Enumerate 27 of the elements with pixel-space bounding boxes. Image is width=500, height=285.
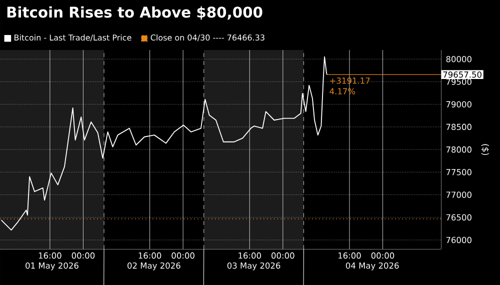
y-tick-label: 79000: [446, 101, 472, 108]
annotation: 79657.50: [443, 71, 482, 78]
x-tick-label: 16:00: [338, 252, 361, 259]
y-tick-label: 77500: [446, 169, 472, 176]
annotation: +3191.17: [330, 78, 370, 84]
y-tick-label: 78500: [446, 124, 472, 130]
band-label: 02 May 2026: [128, 262, 180, 270]
x-tick-label: 16:00: [238, 252, 261, 259]
band-label: 04 May 2026: [346, 262, 399, 270]
y-tick-label: 80000: [446, 56, 472, 62]
y-tick-label: 77000: [446, 192, 472, 198]
y-tick-label: 78000: [446, 146, 472, 153]
x-tick-label: 00:00: [172, 252, 194, 259]
x-tick-label: 00:00: [371, 252, 394, 259]
x-tick-label: 00:00: [72, 252, 95, 259]
chart-title: Bitcoin Rises to Above $80,000: [7, 6, 262, 20]
legend-label: Bitcoin - Last Trade/Last Price: [14, 34, 132, 42]
x-tick-label: 00:00: [272, 252, 294, 259]
x-tick-label: 16:00: [38, 252, 62, 259]
y-tick-label: 76000: [446, 236, 472, 244]
y-tick-label: 76500: [446, 214, 472, 221]
x-tick-label: 16:00: [138, 252, 162, 259]
annotation: 4.17%: [330, 88, 356, 94]
band-label: 03 May 2026: [227, 262, 280, 270]
y-axis-title: ($): [481, 144, 490, 155]
band-label: 01 May 2026: [26, 262, 78, 270]
legend-label: Close on 04/30 ---- 76466.33: [150, 34, 264, 42]
